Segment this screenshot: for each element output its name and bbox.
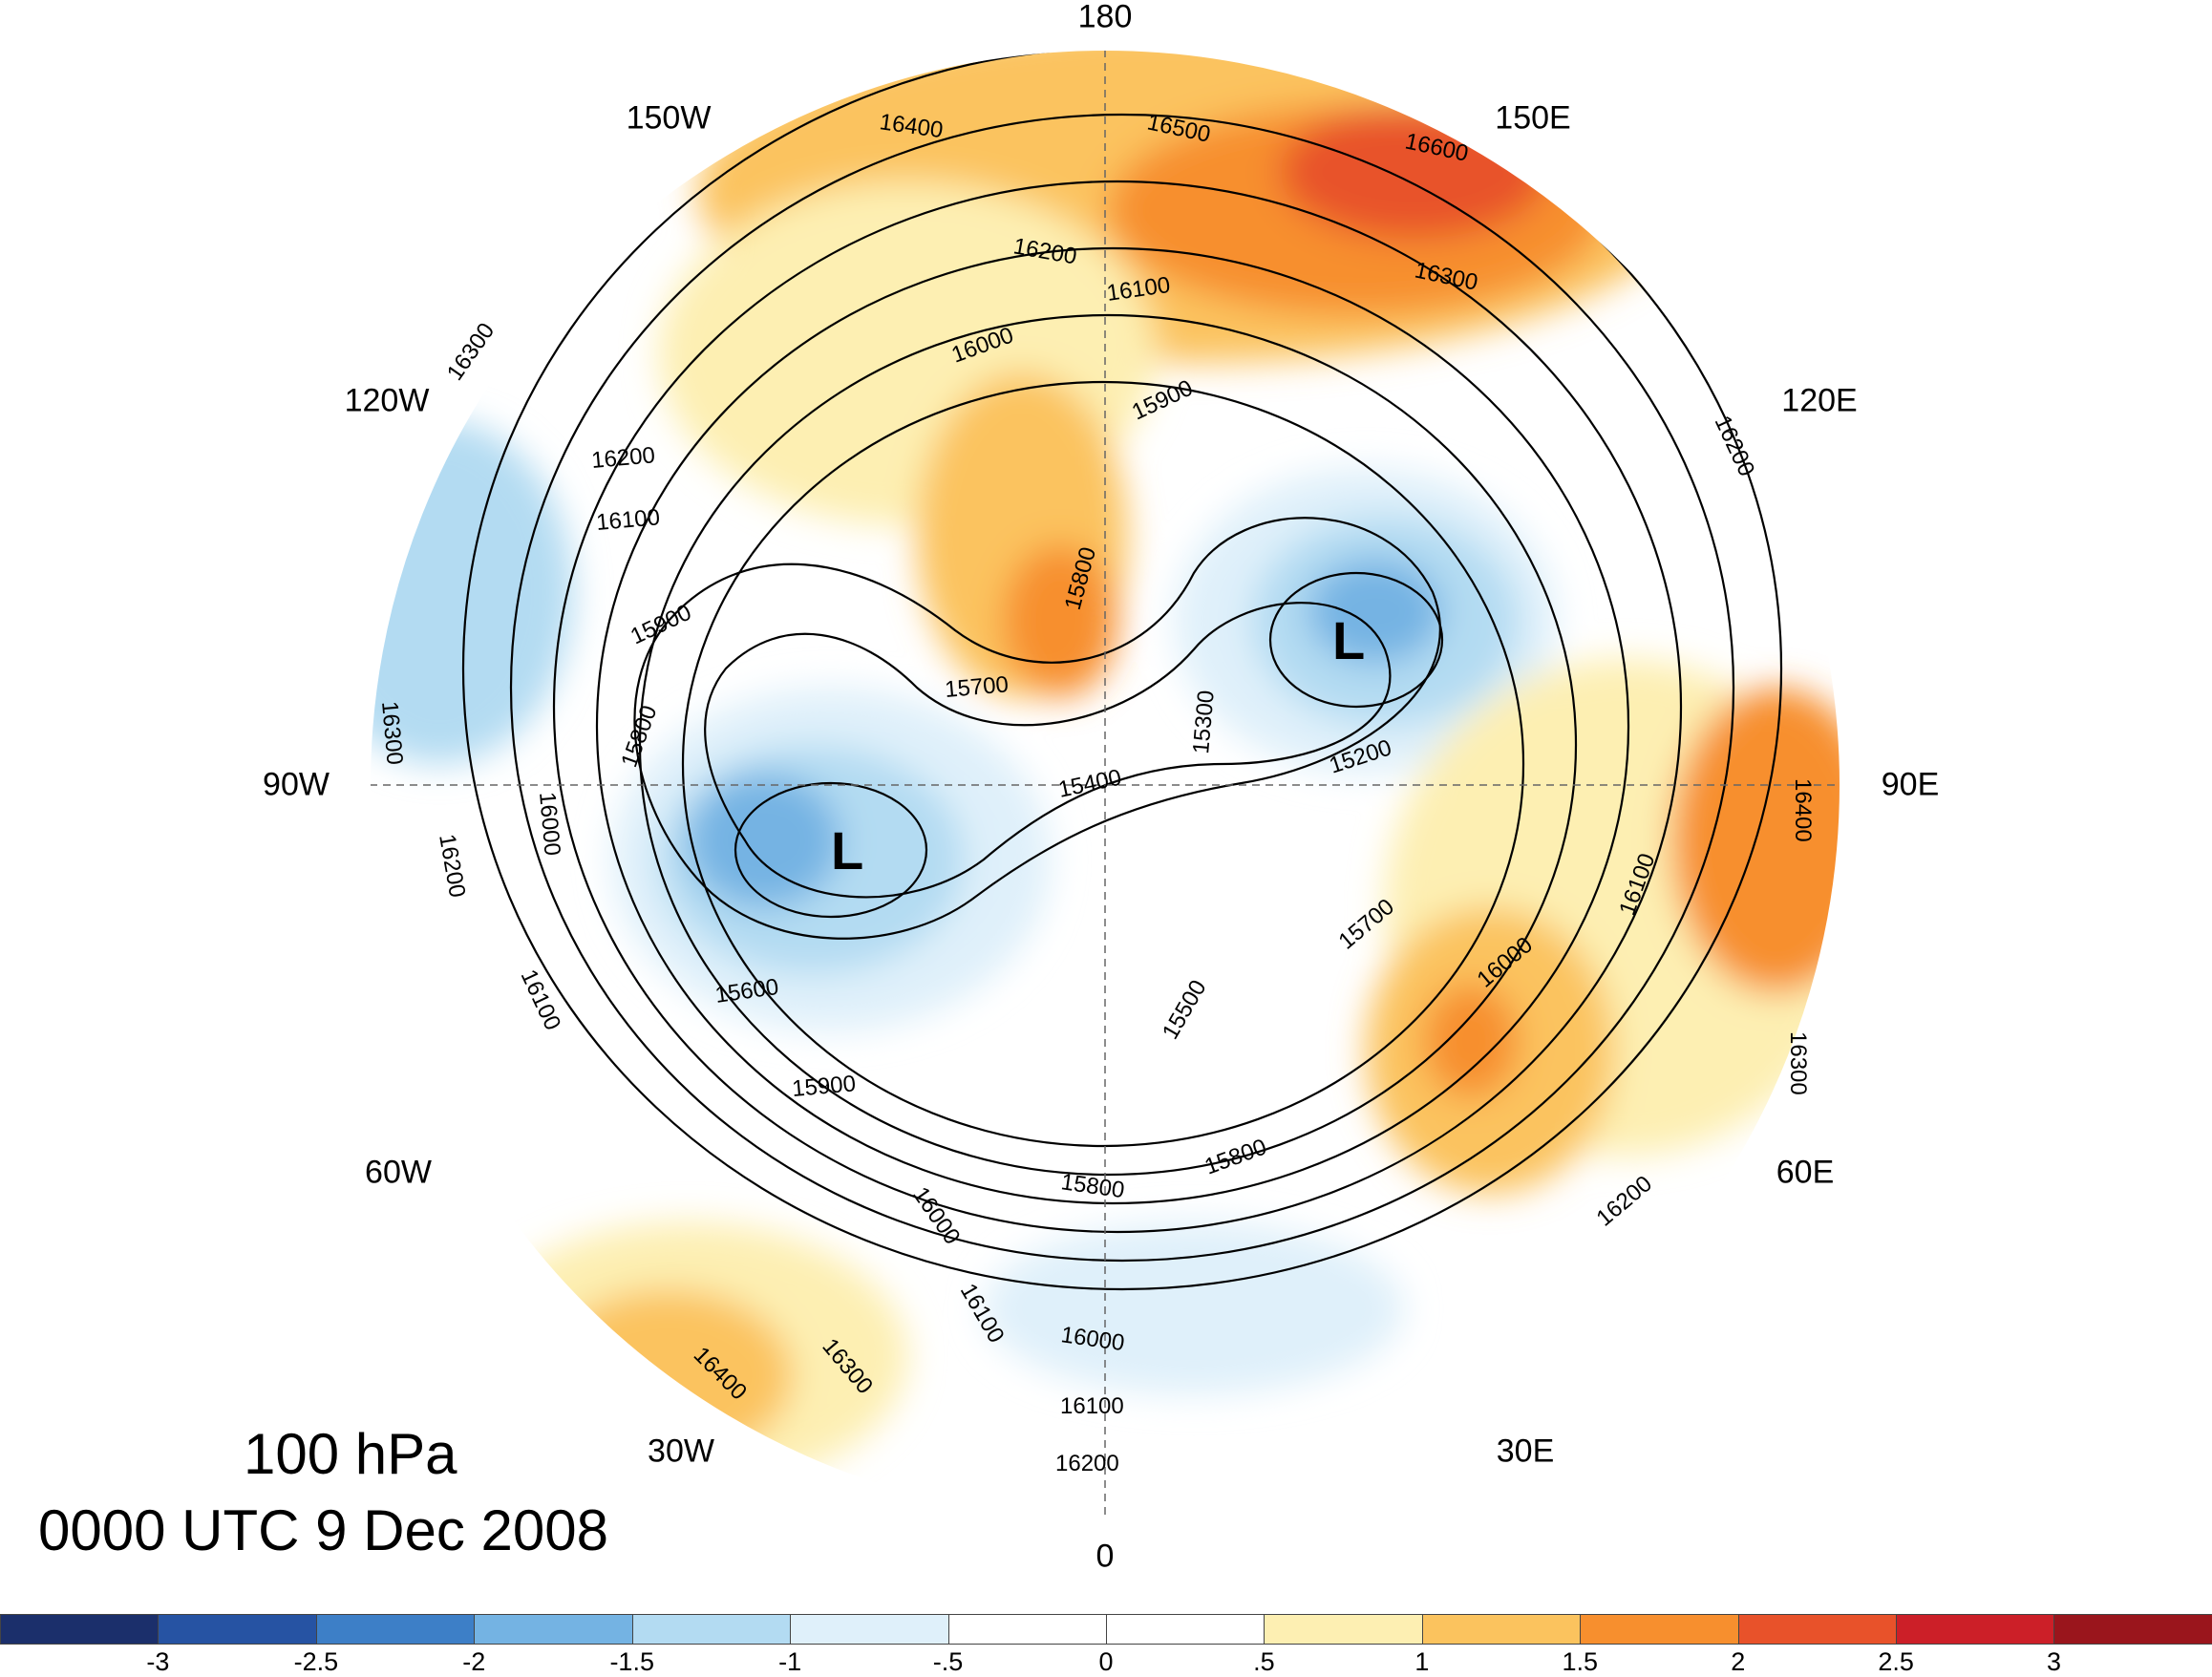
colorbar-tick-label: -.5 bbox=[932, 1647, 964, 1676]
colorbar-cell bbox=[316, 1615, 476, 1644]
contour-label: 15300 bbox=[1188, 690, 1220, 755]
colorbar-cell bbox=[1897, 1615, 2055, 1644]
colorbar-cell bbox=[159, 1615, 317, 1644]
pressure-level-title: 100 hPa bbox=[244, 1422, 457, 1486]
lon-label-120e: 120E bbox=[1781, 382, 1858, 419]
colorbar-cell bbox=[791, 1615, 949, 1644]
colorbar-cell bbox=[475, 1615, 633, 1644]
colorbar-tick-label: 1 bbox=[1414, 1647, 1430, 1676]
height-contours bbox=[461, 50, 1783, 1291]
colorbar-cell bbox=[1422, 1615, 1582, 1644]
lon-label-180: 180 bbox=[1077, 0, 1133, 35]
contour-label: 15900 bbox=[791, 1071, 857, 1102]
negative-anomaly-europe bbox=[984, 1222, 1404, 1394]
polar-map: 16400 16500 16600 16300 16200 16100 1600… bbox=[369, 49, 1841, 1521]
contour-label: 16100 bbox=[595, 504, 661, 536]
valid-time-title: 0000 UTC 9 Dec 2008 bbox=[38, 1498, 609, 1562]
colorbar-cell bbox=[1106, 1615, 1266, 1644]
colorbar-tick-label: -1 bbox=[778, 1647, 802, 1676]
contour-label: 15700 bbox=[944, 671, 1010, 703]
lon-label-0: 0 bbox=[1095, 1538, 1115, 1575]
contour-label: 16200 bbox=[590, 442, 656, 474]
colorbar-tick-label: -2.5 bbox=[293, 1647, 339, 1676]
colorbar-cell bbox=[1738, 1615, 1898, 1644]
lon-label-30w: 30W bbox=[648, 1433, 714, 1470]
lon-label-90e: 90E bbox=[1881, 766, 1940, 803]
colorbar-tick-label: 1.5 bbox=[1562, 1647, 1599, 1676]
colorbar-tick-label: -1.5 bbox=[609, 1647, 654, 1676]
low-pressure-marker: L bbox=[831, 820, 863, 881]
low-pressure-marker: L bbox=[1332, 610, 1365, 670]
colorbar-tick-label: 2 bbox=[1731, 1647, 1746, 1676]
colorbar-tick-label: -2 bbox=[462, 1647, 486, 1676]
contour-label: 16100 bbox=[1060, 1393, 1124, 1419]
colorbar-tick-label: 2.5 bbox=[1878, 1647, 1914, 1676]
colorbar-cell bbox=[1581, 1615, 1739, 1644]
lon-label-120w: 120W bbox=[344, 382, 430, 419]
contour-label: 16000 bbox=[534, 791, 565, 857]
colorbar-tick-label: 0 bbox=[1098, 1647, 1114, 1676]
map-boundary bbox=[369, 49, 1841, 1521]
contour-label: 16300 bbox=[442, 318, 500, 385]
lon-label-60e: 60E bbox=[1776, 1154, 1835, 1191]
colorbar-cell bbox=[2054, 1615, 2212, 1644]
contour-label: 16300 bbox=[376, 700, 408, 766]
colorbar-cell bbox=[1, 1615, 160, 1644]
contour-label: 16300 bbox=[1785, 1031, 1811, 1095]
colorbar-cell bbox=[948, 1615, 1107, 1644]
colorbar-tick-label: .5 bbox=[1253, 1647, 1275, 1676]
negative-anomaly-canada-max bbox=[688, 774, 840, 907]
colorbar-tick-label: 3 bbox=[2047, 1647, 2062, 1676]
colorbar-cell bbox=[1265, 1615, 1423, 1644]
positive-anomaly-east bbox=[1671, 688, 1840, 993]
colorbar bbox=[0, 1614, 2212, 1645]
lon-label-30e: 30E bbox=[1496, 1433, 1555, 1470]
colorbar-tick-label: -3 bbox=[146, 1647, 170, 1676]
positive-anomaly-alaska-max bbox=[1003, 544, 1117, 697]
lon-label-150w: 150W bbox=[626, 99, 712, 137]
negative-anomaly-siberia-max bbox=[1308, 559, 1442, 664]
positive-anomaly-asia-max bbox=[1423, 984, 1519, 1098]
graticule bbox=[370, 50, 1840, 1520]
colorbar-cell bbox=[632, 1615, 792, 1644]
contour-label: 16400 bbox=[1790, 778, 1816, 842]
lon-label-150e: 150E bbox=[1495, 99, 1571, 137]
contour-label: 16200 bbox=[1055, 1451, 1119, 1476]
lon-label-90w: 90W bbox=[263, 766, 330, 803]
lon-label-60w: 60W bbox=[365, 1154, 432, 1191]
